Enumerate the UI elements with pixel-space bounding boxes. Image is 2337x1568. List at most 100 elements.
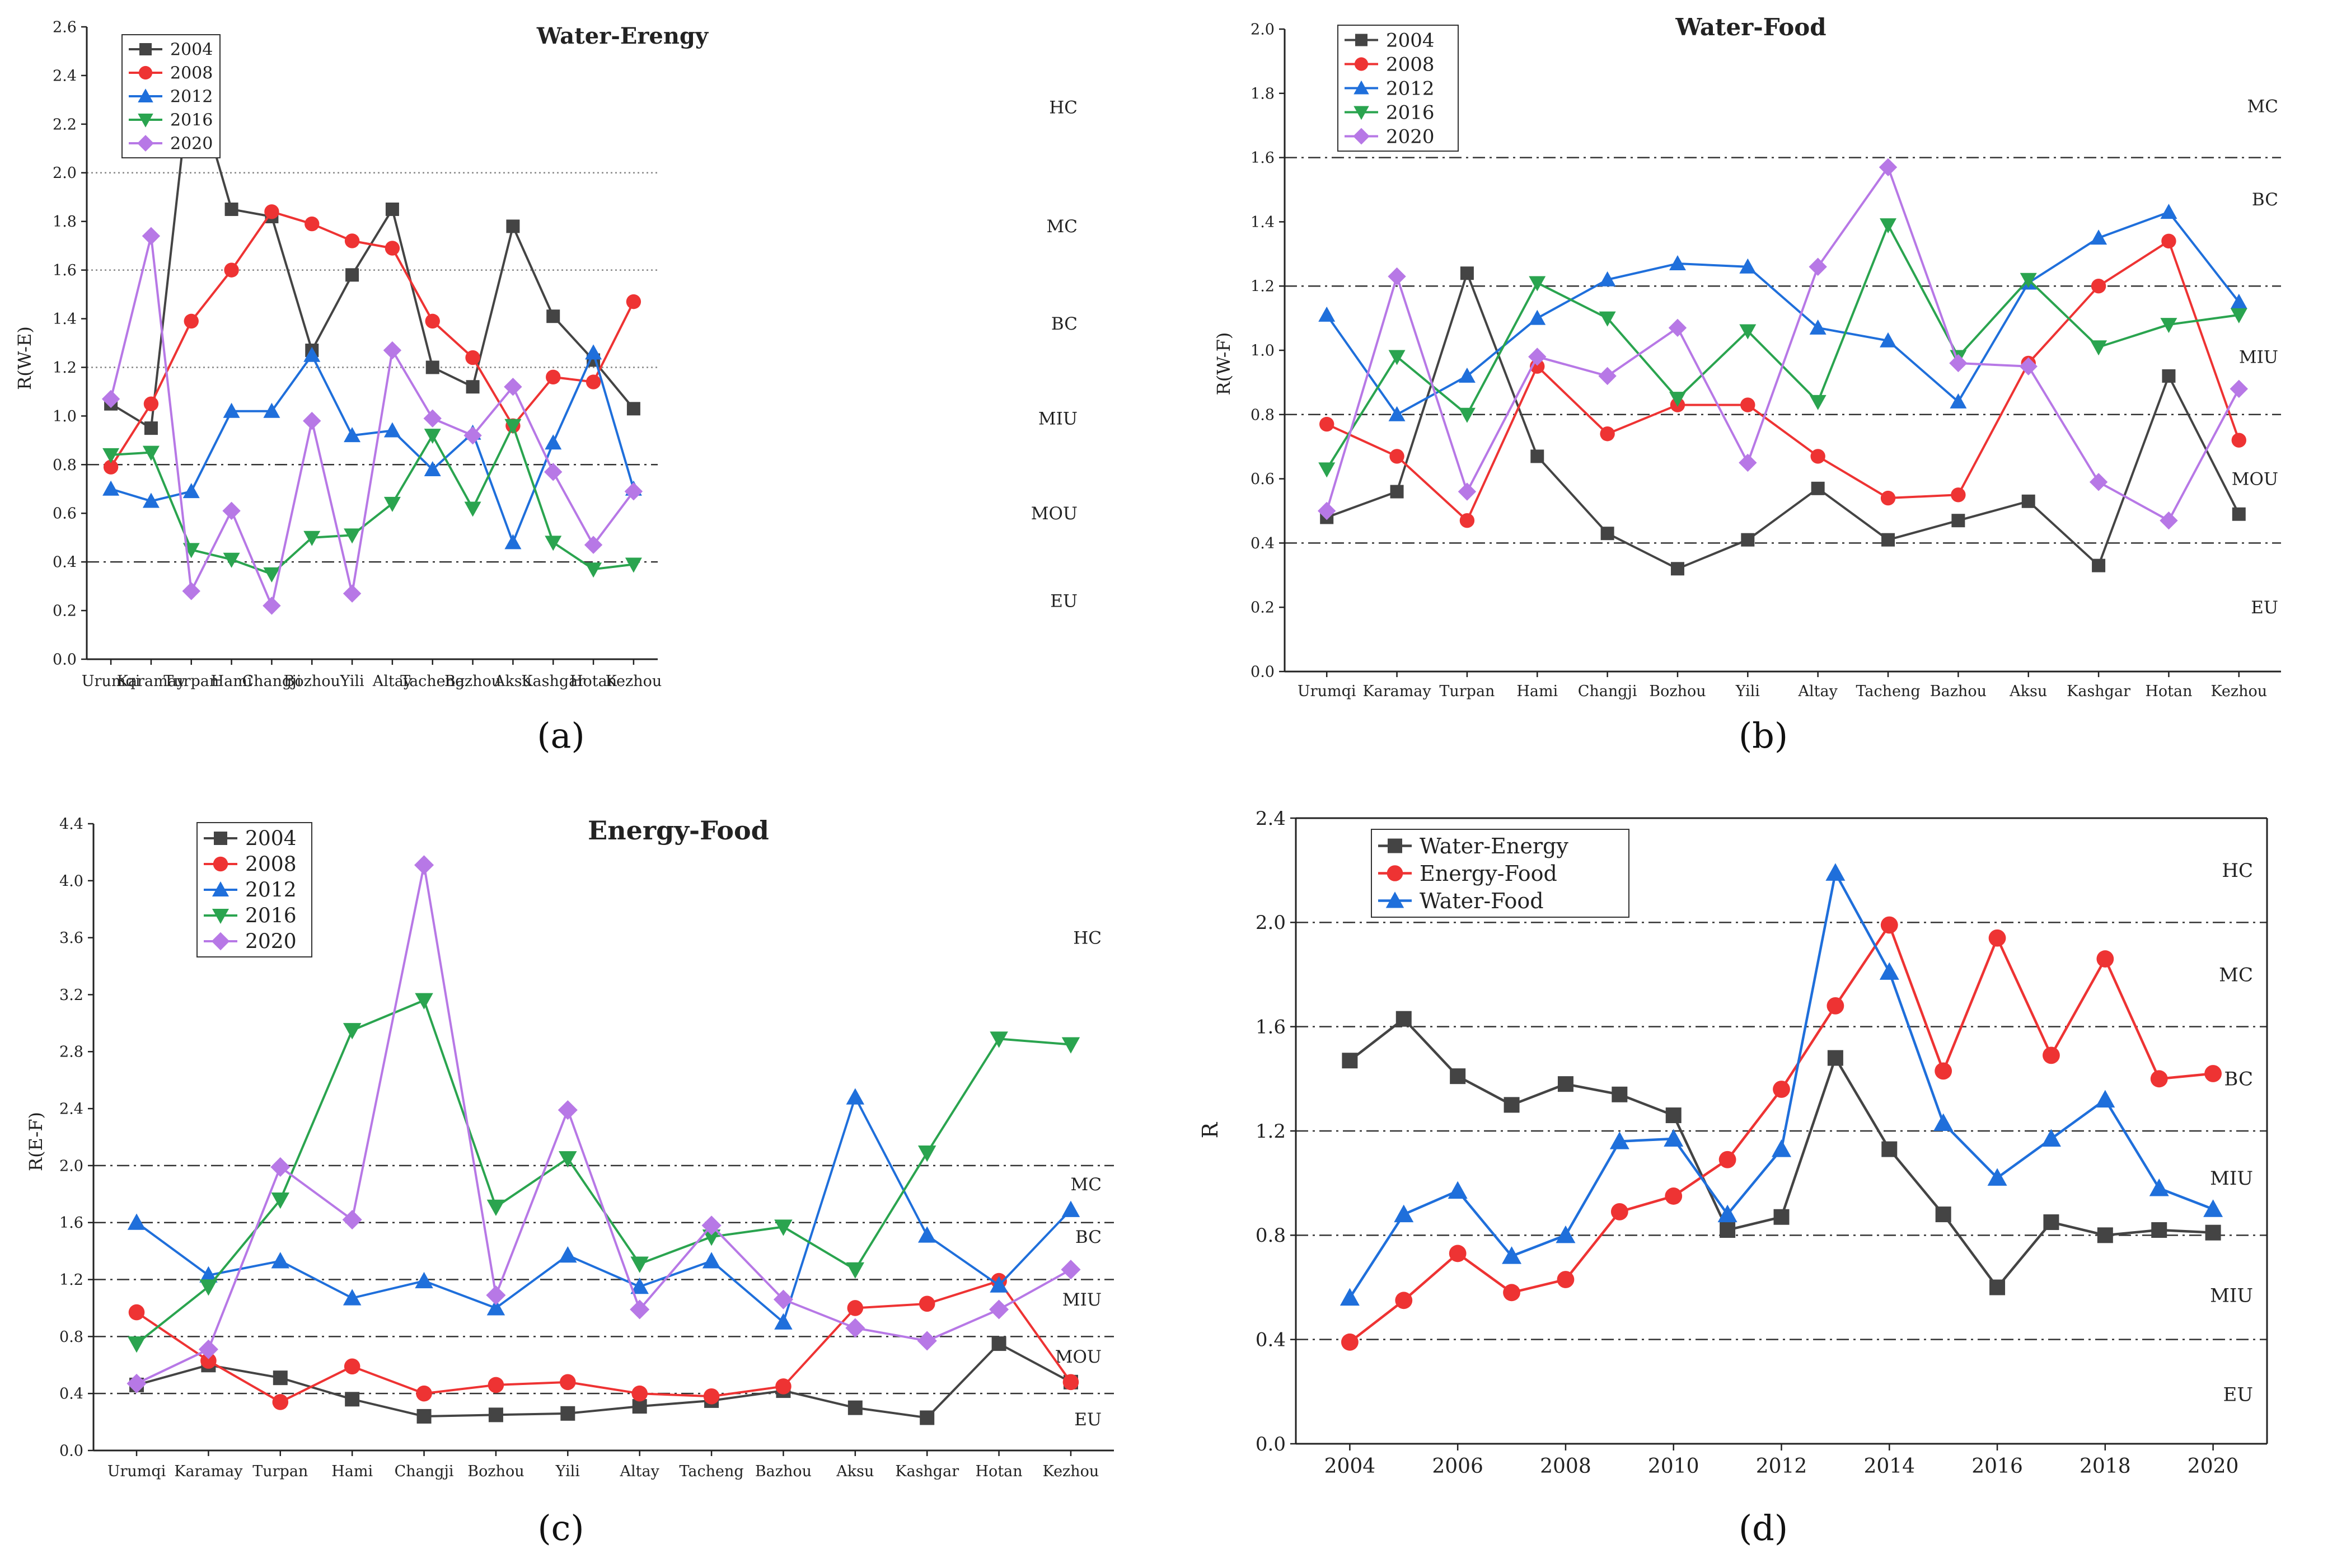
data-point: [846, 1262, 865, 1279]
data-point: [1880, 218, 1897, 234]
data-point: [2230, 293, 2247, 309]
data-point: [1600, 426, 1615, 442]
data-point: [2205, 1224, 2221, 1241]
data-point: [2090, 340, 2107, 356]
data-point: [128, 1304, 145, 1321]
data-point: [1390, 485, 1404, 499]
y-tick-label: 1.4: [53, 311, 77, 328]
data-point: [1739, 453, 1757, 472]
data-point: [143, 396, 159, 411]
data-point: [198, 1339, 218, 1359]
legend-marker: [212, 909, 229, 924]
data-point: [1825, 863, 1846, 881]
data-point: [1598, 367, 1617, 386]
legend-marker: [138, 65, 153, 80]
y-tick-label: 2.2: [53, 116, 77, 133]
series-2004: [1320, 266, 2246, 576]
data-point: [223, 552, 240, 568]
series-2012: [1318, 204, 2247, 421]
series-Energy-Food: [1341, 916, 2222, 1351]
y-tick-label: 1.2: [1256, 1120, 1286, 1143]
data-point: [1458, 482, 1477, 501]
data-point: [1395, 1292, 1413, 1309]
data-point: [1933, 1113, 1954, 1132]
panel-label: (c): [537, 1508, 584, 1548]
legend-label: 2004: [170, 40, 213, 60]
data-point: [2232, 507, 2246, 521]
data-point: [423, 409, 442, 428]
data-point: [463, 426, 482, 445]
data-point: [544, 463, 563, 481]
legend-marker: [1354, 57, 1369, 71]
legend-item: 2012: [204, 879, 297, 902]
legend-label: 2012: [170, 87, 213, 107]
data-point: [847, 1300, 864, 1316]
chart-title: Energy-Food: [588, 815, 769, 846]
data-point: [1664, 1129, 1684, 1147]
data-point: [2151, 1222, 2167, 1238]
data-point: [1987, 1168, 2007, 1186]
data-point: [560, 1406, 575, 1421]
zone-label: MOU: [1031, 504, 1078, 524]
data-point: [342, 1210, 362, 1230]
data-point: [1448, 1181, 1468, 1199]
y-tick-label: 0.4: [59, 1386, 83, 1403]
data-point: [1459, 513, 1475, 528]
legend-box: [1371, 829, 1629, 918]
y-tick-label: 2.4: [53, 67, 77, 84]
y-tick-label: 1.8: [53, 213, 77, 231]
y-tick-label: 1.0: [53, 408, 77, 425]
x-tick-label: Urumqi: [82, 673, 140, 690]
data-point: [2091, 279, 2106, 294]
series-line: [136, 1342, 1071, 1419]
legend-marker: [1353, 128, 1370, 145]
x-tick-label: Altay: [620, 1463, 660, 1480]
legend-item: 2020: [204, 931, 297, 954]
data-point: [1717, 1204, 1737, 1223]
data-point: [917, 1146, 936, 1162]
x-tick-label: Karamay: [1362, 683, 1431, 700]
data-point: [416, 1385, 432, 1402]
x-tick-label: Bazhou: [1930, 683, 1987, 700]
x-tick-label: Hami: [211, 673, 252, 690]
legend-label: 2020: [245, 931, 297, 954]
legend-item: 2020: [1345, 125, 1435, 148]
x-tick-label: Bozhou: [467, 1463, 524, 1480]
data-point: [1772, 1139, 1791, 1157]
legend-item: Water-Energy: [1378, 834, 1568, 858]
data-point: [2092, 558, 2106, 572]
data-point: [1811, 481, 1825, 495]
data-point: [1881, 1141, 1898, 1157]
x-tick-label: Hotan: [976, 1463, 1023, 1480]
data-point: [2161, 233, 2176, 249]
data-point: [1880, 490, 1896, 506]
y-tick-label: 0.8: [59, 1328, 83, 1346]
data-point: [559, 1246, 577, 1263]
x-tick-label: 2010: [1648, 1455, 1699, 1478]
y-tick-label: 1.2: [53, 359, 77, 377]
data-point: [415, 1271, 433, 1289]
zone-label: BC: [1075, 1227, 1102, 1247]
data-point: [1988, 929, 2006, 947]
legend-marker: [138, 114, 153, 128]
data-point: [182, 582, 200, 600]
data-point: [1458, 367, 1476, 383]
data-point: [199, 1266, 218, 1283]
y-tick-label: 1.8: [1251, 85, 1275, 102]
legend-item: 2016: [129, 111, 213, 130]
chart-panel-4: 0.0 0.4 0.8 1.2 1.6 2.0 2.4 2004 2006 2008 2010 201…: [1198, 808, 2268, 1548]
data-point: [1951, 487, 1966, 503]
x-tick-label: Urumqi: [1298, 683, 1356, 700]
data-point: [486, 1199, 505, 1216]
x-tick-label: Changji: [1578, 683, 1637, 700]
series-line: [110, 234, 635, 607]
legend-item: 2012: [129, 87, 213, 107]
zone-label: MC: [2247, 97, 2278, 117]
data-point: [2019, 357, 2038, 375]
data-point: [2160, 318, 2177, 334]
x-tick-label: 2020: [2188, 1455, 2239, 1478]
data-point: [466, 380, 480, 394]
series-2008: [103, 204, 641, 475]
data-point: [2096, 950, 2114, 968]
data-point: [1600, 527, 1614, 541]
